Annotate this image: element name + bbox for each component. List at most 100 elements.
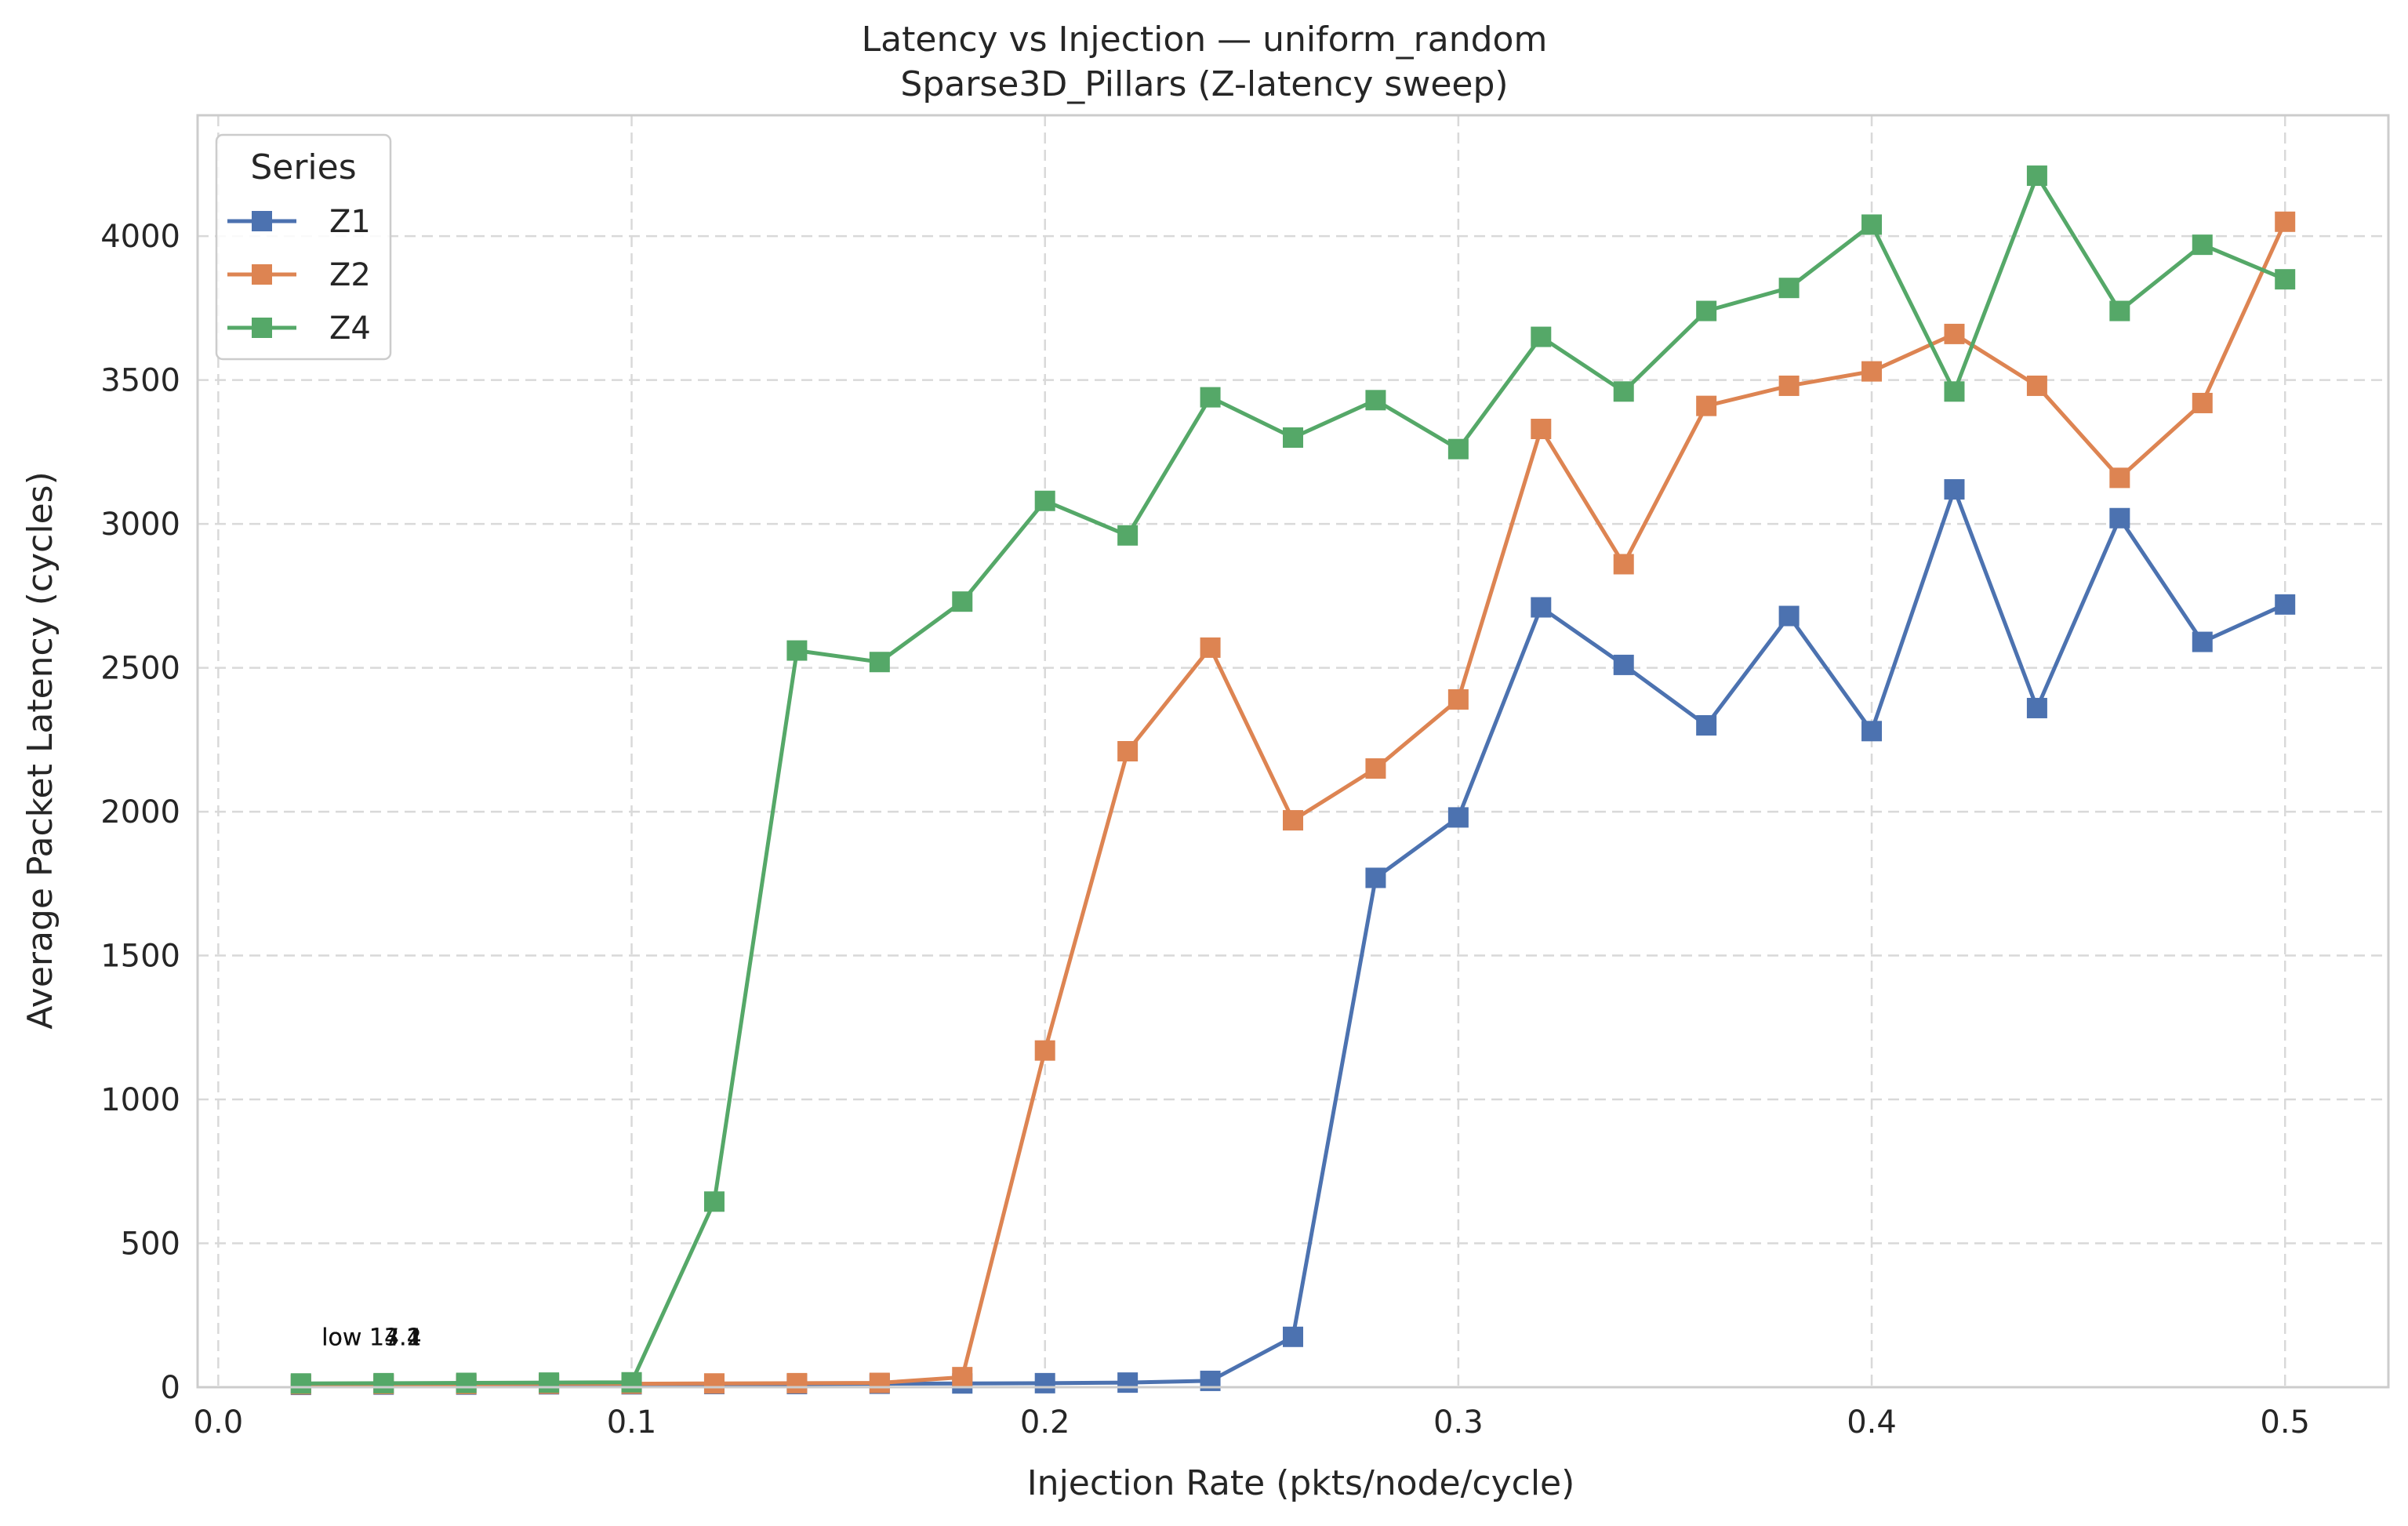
legend-swatch-marker [252,211,272,231]
data-point-z1 [1034,1372,1055,1393]
y-tick-label: 0 [161,1370,180,1406]
data-point-z2 [1200,637,1221,658]
legend: Series Z1 Z2 Z4 [215,133,392,361]
data-point-z4 [539,1372,560,1393]
data-point-z1 [2275,594,2296,615]
data-point-z4 [1200,387,1221,408]
y-tick-label: 4000 [100,219,180,255]
data-point-z4 [456,1372,477,1393]
annotation-label: low 17.2 [321,1324,422,1352]
data-point-z4 [1778,278,1800,299]
annotation-label: low 13.4 [321,1324,422,1352]
tick-labels: 0.0 0.1 0.2 0.3 0.4 0.5 0 500 1000 1500 2000 2500 30… [100,219,2310,1441]
legend-items: Z1 Z2 Z4 [227,204,371,347]
legend-label: Z2 [329,257,371,293]
legend-item-z1: Z1 [227,204,371,240]
annotation-label: low 14.1 [321,1324,422,1352]
x-axis-label: Injection Rate (pkts/node/cycle) [1027,1463,1575,1503]
data-point-z1 [2109,507,2130,529]
data-point-z4 [1613,381,1634,402]
data-point-z4 [1696,300,1717,322]
legend-item-z4: Z4 [227,311,371,347]
y-tick-label: 2000 [100,794,180,830]
data-point-z4 [290,1373,311,1394]
legend-swatch-marker [252,264,272,285]
data-point-z1 [2026,697,2047,718]
data-point-z2 [952,1367,973,1388]
data-point-z4 [1034,490,1055,511]
data-point-z2 [1447,689,1469,710]
data-point-z1 [1861,721,1883,742]
data-point-z1 [1944,479,1965,500]
y-tick-label: 3000 [100,507,180,543]
x-tick-label: 0.0 [194,1404,244,1441]
data-point-z2 [1117,741,1139,761]
data-point-z4 [1283,427,1303,449]
data-point-z2 [1861,361,1883,382]
legend-box [215,133,392,361]
data-point-z1 [1117,1372,1139,1393]
data-point-z4 [1861,214,1883,235]
data-point-z4 [1447,438,1469,460]
y-axis-label: Average Packet Latency (cycles) [20,471,60,1029]
data-point-z2 [1778,375,1800,396]
legend-label: Z1 [329,204,371,240]
x-tick-label: 0.3 [1433,1404,1484,1441]
data-point-z4 [1365,390,1386,411]
data-point-z1 [1283,1326,1303,1347]
data-point-z2 [2275,211,2296,232]
data-point-z4 [2275,269,2296,290]
legend-label: Z4 [329,311,371,347]
chart-subtitle: Sparse3D_Pillars (Z-latency sweep) [900,64,1508,104]
data-point-z4 [1944,381,1965,402]
data-point-z1 [1447,807,1469,828]
y-tick-label: 3500 [100,363,180,399]
data-point-z2 [2192,392,2213,413]
data-point-z2 [1531,418,1552,439]
data-point-z2 [1944,323,1965,344]
data-point-z4 [2109,300,2130,322]
data-point-z4 [2192,234,2213,256]
data-point-z2 [786,1372,808,1393]
x-tick-label: 0.5 [2260,1404,2310,1441]
chart-title: Latency vs Injection — uniform_random [862,20,1548,60]
data-point-z2 [2026,375,2047,396]
data-point-z1 [1531,597,1552,618]
data-point-z4 [2026,165,2047,187]
data-point-z1 [1613,654,1634,675]
data-point-z2 [703,1373,725,1394]
data-point-z4 [1531,326,1552,347]
data-point-z2 [1283,810,1303,831]
data-point-z1 [1365,867,1386,888]
x-tick-label: 0.2 [1020,1404,1070,1441]
legend-title: Series [250,147,356,187]
data-point-z2 [869,1372,890,1393]
data-point-z4 [621,1372,642,1393]
data-point-z4 [869,652,890,673]
data-point-z2 [1034,1040,1055,1061]
data-point-z2 [2109,467,2130,489]
y-tick-label: 500 [121,1226,180,1263]
y-tick-label: 1500 [100,939,180,975]
y-tick-label: 2500 [100,651,180,687]
series-lines [290,165,2296,1396]
data-point-z1 [1778,605,1800,627]
y-tick-label: 1000 [100,1082,180,1118]
series-z4 [290,165,2296,1394]
legend-swatch-marker [252,318,272,338]
data-point-z1 [2192,631,2213,652]
data-point-z4 [786,640,808,661]
x-tick-label: 0.4 [1847,1404,1897,1441]
data-point-z4 [703,1191,725,1212]
data-point-z2 [1365,758,1386,779]
plot-frame [196,114,2390,1389]
legend-item-z2: Z2 [227,257,371,293]
data-point-z1 [1696,714,1717,736]
data-point-z4 [952,591,973,612]
data-point-z4 [1117,525,1139,546]
data-point-z2 [1613,554,1634,575]
data-point-z4 [373,1372,394,1393]
x-tick-label: 0.1 [607,1404,657,1441]
